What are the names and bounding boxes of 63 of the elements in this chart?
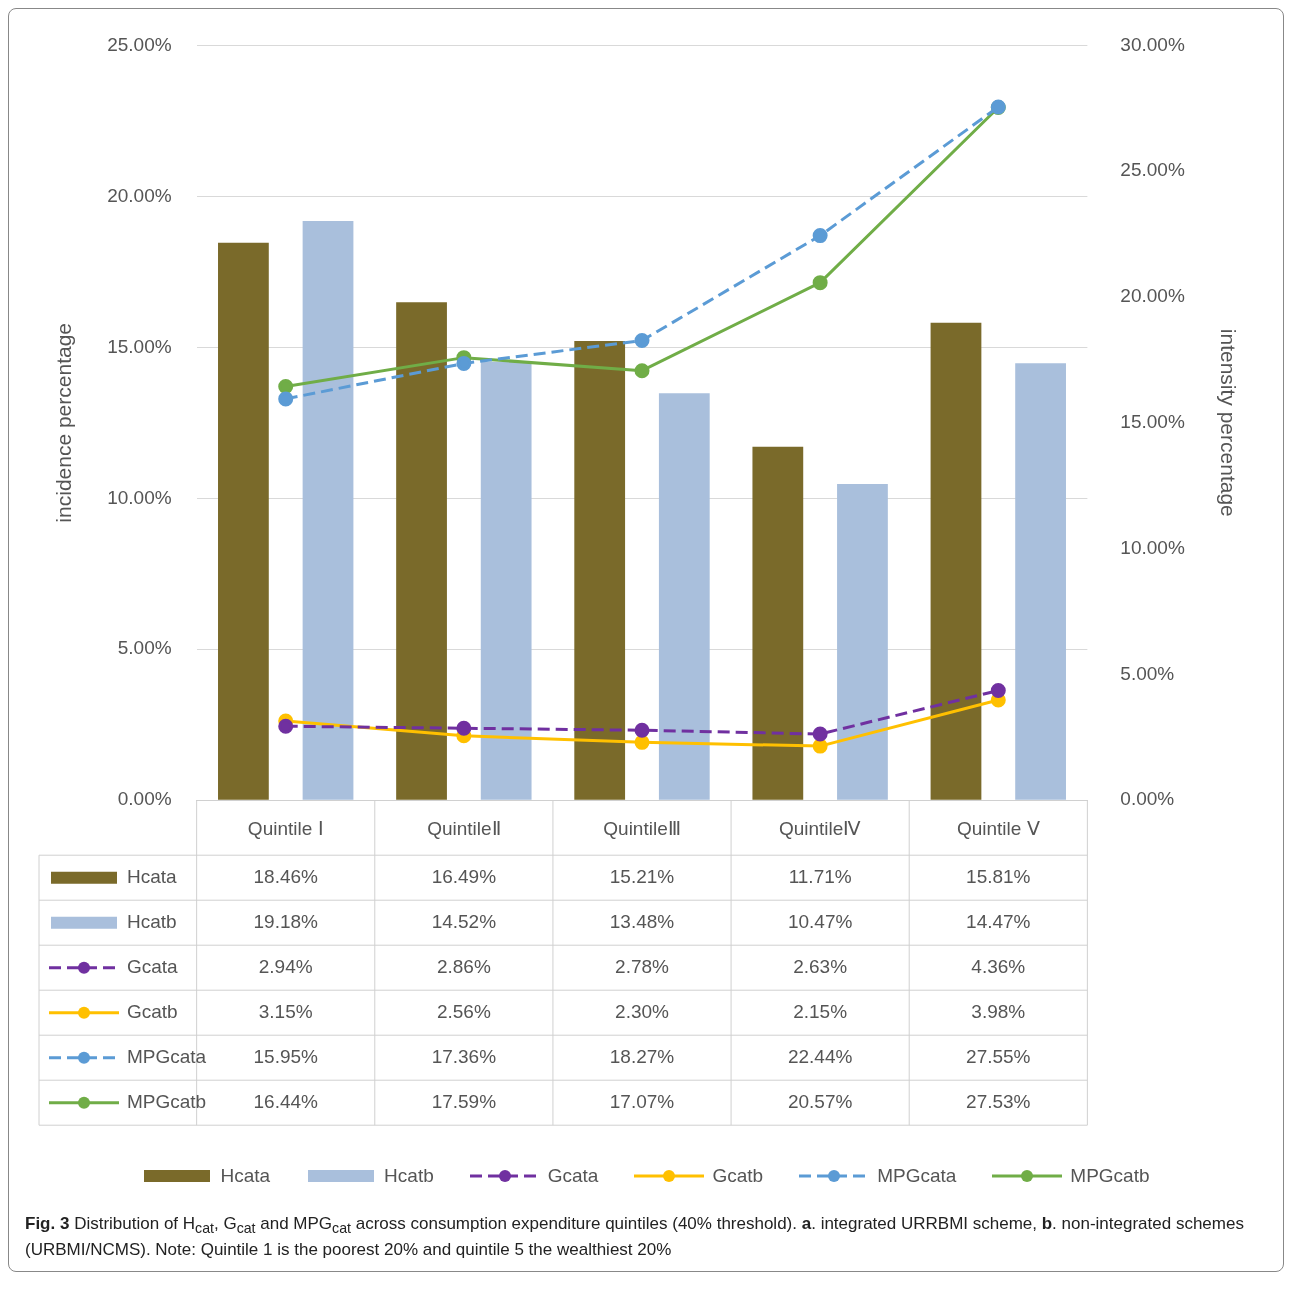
data-label: 2.63%: [793, 955, 848, 977]
y-tick-label: 0.00%: [117, 788, 172, 810]
y-tick-label: 5.00%: [117, 637, 172, 659]
data-label: 2.30%: [615, 1000, 670, 1022]
text: Hcatb: [384, 1165, 434, 1186]
text: Gcatb: [712, 1165, 764, 1186]
y-tick-label: 20.00%: [107, 184, 172, 206]
data-label: 2.78%: [615, 955, 670, 977]
y2-tick-label: 5.00%: [1120, 662, 1175, 684]
data-label: 16.49%: [431, 865, 497, 887]
data-label: 27.55%: [966, 1045, 1031, 1067]
x-tick-label: Quintile Ⅰ: [247, 817, 324, 839]
data-label: 11.71%: [788, 865, 852, 887]
text: MPGcata: [877, 1165, 957, 1186]
data-label: 10.47%: [787, 910, 853, 932]
y-axis-title: incidence percentage: [52, 322, 76, 523]
data-label: 2.15%: [793, 1000, 848, 1022]
legend-label: Gcata: [127, 955, 179, 977]
y2-tick-label: 0.00%: [1120, 788, 1175, 810]
data-label: 15.21%: [609, 865, 675, 887]
data-label: 17.59%: [431, 1090, 497, 1112]
data-label: 4.36%: [971, 955, 1026, 977]
y2-tick-label: 15.00%: [1120, 411, 1185, 433]
y2-tick-label: 25.00%: [1120, 159, 1185, 181]
y-tick-label: 10.00%: [107, 486, 172, 508]
x-tick-label: QuintileⅣ: [778, 817, 862, 839]
data-label: 20.57%: [787, 1090, 853, 1112]
text: MPGcatb: [1070, 1165, 1150, 1186]
legend-label: Hcatb: [127, 910, 177, 932]
data-label: 17.36%: [431, 1045, 497, 1067]
data-label: 2.94%: [258, 955, 313, 977]
data-label: 14.52%: [431, 910, 497, 932]
data-label: 22.44%: [787, 1045, 853, 1067]
data-label: 19.18%: [253, 910, 319, 932]
legend-label: Hcata: [127, 865, 178, 887]
x-tick-label: QuintileⅡ: [427, 817, 501, 839]
data-label: 17.07%: [609, 1090, 675, 1112]
x-tick-label: Quintile Ⅴ: [956, 817, 1040, 839]
data-label: 3.98%: [971, 1000, 1026, 1022]
data-label: 18.46%: [253, 865, 319, 887]
data-label: 18.27%: [609, 1045, 675, 1067]
data-label: 16.44%: [253, 1090, 319, 1112]
legend-label: Gcatb: [127, 1000, 178, 1022]
data-label: 15.81%: [966, 865, 1031, 887]
data-label: 15.95%: [253, 1045, 319, 1067]
y2-tick-label: 30.00%: [1120, 33, 1185, 55]
data-label: 14.47%: [966, 910, 1031, 932]
text: Hcata: [220, 1165, 271, 1186]
data-label: 13.48%: [609, 910, 675, 932]
legend-label: MPGcatb: [127, 1090, 207, 1112]
legend-label: MPGcata: [127, 1045, 207, 1067]
text: Fig. 3 Distribution of H$_{cat}$, G$_{cat}$ and MPG$_{cat}$ across consumption expenditure quintiles (40% threshold). a. integrated URRBMI scheme, b. non-integrated schemes (URBMI/NCMS). Note: Quintile 1 is the poorest 20% and quintile 5 the wealthiest 20%: [25, 1214, 1244, 1259]
y-tick-label: 25.00%: [107, 33, 172, 55]
y2-tick-label: 10.00%: [1120, 536, 1185, 558]
text: Gcata: [547, 1165, 599, 1186]
data-label: 27.53%: [966, 1090, 1031, 1112]
y-tick-label: 15.00%: [107, 335, 172, 357]
y2-axis-title: intensity percentage: [1216, 328, 1240, 517]
data-label: 2.86%: [436, 955, 491, 977]
x-tick-label: QuintileⅢ: [603, 817, 681, 839]
y2-tick-label: 20.00%: [1120, 285, 1185, 307]
data-label: 3.15%: [258, 1000, 313, 1022]
data-label: 2.56%: [436, 1000, 491, 1022]
